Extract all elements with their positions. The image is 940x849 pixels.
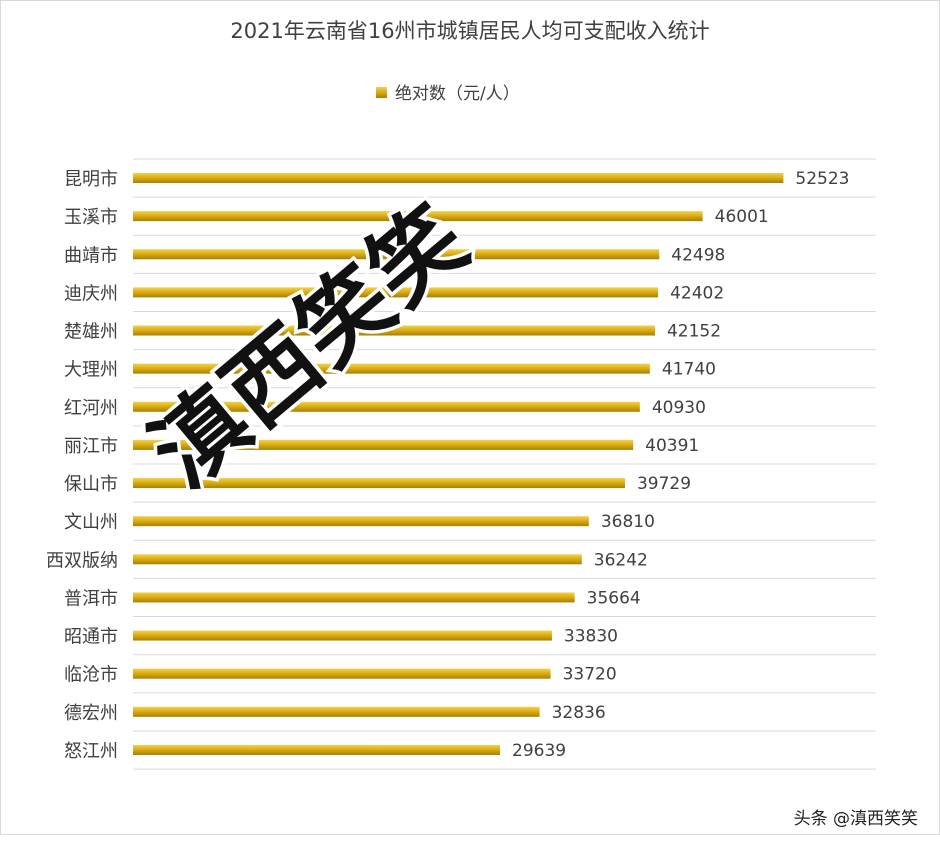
bar	[133, 173, 784, 183]
bar	[133, 630, 552, 641]
value-label: 32836	[552, 703, 606, 723]
category-label: 大理州	[64, 360, 118, 381]
category-label: 昭通市	[64, 627, 118, 648]
category-label: 楚雄州	[64, 322, 118, 343]
value-label: 42498	[671, 245, 725, 265]
category-label: 临沧市	[64, 665, 118, 686]
category-label: 曲靖市	[64, 245, 118, 266]
value-label: 33830	[564, 627, 618, 647]
bar	[133, 668, 551, 679]
chart-title: 2021年云南省16州市城镇居民人均可支配收入统计	[230, 19, 709, 43]
value-label: 36810	[601, 512, 655, 532]
bar	[133, 744, 501, 755]
value-label: 52523	[795, 169, 849, 189]
bar	[133, 249, 660, 260]
category-label: 昆明市	[64, 169, 118, 190]
bar	[133, 554, 582, 565]
bar	[133, 287, 659, 298]
value-label: 40391	[645, 436, 699, 456]
value-label: 42152	[667, 322, 721, 342]
source-watermark: 头条 @滇西笑笑	[794, 809, 918, 829]
category-label: 西双版纳	[46, 550, 118, 571]
legend-label: 绝对数（元/人）	[395, 84, 520, 104]
value-label: 42402	[670, 283, 724, 303]
value-label: 46001	[715, 207, 769, 227]
bar	[133, 363, 650, 374]
bar	[133, 439, 634, 450]
value-label: 29639	[512, 741, 566, 761]
category-label: 文山州	[64, 512, 118, 533]
bar	[133, 516, 589, 527]
bar	[133, 706, 540, 717]
category-label: 丽江市	[64, 436, 118, 457]
category-label: 怒江州	[64, 741, 118, 762]
category-labels: 昆明市玉溪市曲靖市迪庆州楚雄州大理州红河州丽江市保山市文山州西双版纳普洱市昭通市…	[46, 169, 118, 762]
gridlines	[133, 158, 876, 770]
bar	[133, 211, 703, 222]
bar	[133, 401, 640, 412]
value-labels: 52523 46001 42498 42402 42152 41740 40930 40391…	[512, 169, 849, 761]
stamp-watermark: 滇西笑笑	[131, 184, 488, 508]
bar	[133, 592, 575, 603]
bar	[133, 325, 655, 336]
category-label: 德宏州	[64, 703, 118, 724]
value-label: 40930	[652, 398, 706, 418]
legend-swatch	[376, 87, 387, 98]
bar	[133, 478, 625, 489]
category-label: 玉溪市	[64, 207, 118, 228]
category-label: 迪庆州	[64, 283, 118, 304]
value-label: 39729	[637, 474, 691, 494]
value-label: 36242	[594, 550, 648, 570]
category-label: 红河州	[64, 398, 118, 419]
category-label: 普洱市	[64, 588, 118, 609]
category-label: 保山市	[64, 474, 118, 495]
bars	[133, 173, 784, 755]
legend: 绝对数（元/人）	[376, 84, 520, 104]
value-label: 41740	[662, 360, 716, 380]
value-label: 35664	[587, 588, 641, 608]
value-label: 33720	[563, 665, 617, 685]
